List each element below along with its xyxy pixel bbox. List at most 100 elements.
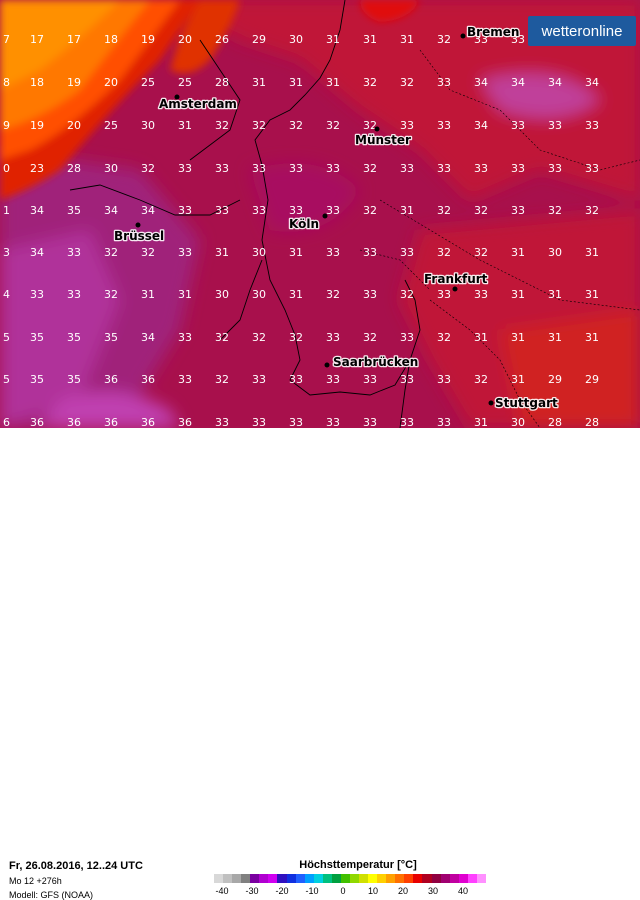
grid-value: 36: [30, 416, 44, 428]
grid-value: 31: [400, 204, 414, 217]
grid-value: 32: [104, 288, 118, 301]
grid-value: 31: [400, 33, 414, 46]
grid-value: 31: [141, 288, 155, 301]
grid-value: 32: [474, 246, 488, 259]
grid-value: 33: [585, 119, 599, 132]
city-dot-bruessel: [135, 222, 141, 228]
legend-tick: 20: [397, 886, 408, 896]
grid-value: 33: [326, 204, 340, 217]
grid-value: 34: [474, 76, 488, 89]
grid-value: 17: [30, 33, 44, 46]
legend-tick: -20: [275, 886, 289, 896]
grid-value: 33: [326, 162, 340, 175]
city-label-halo: Stuttgart: [495, 396, 558, 410]
grid-value: 30: [252, 288, 266, 301]
legend-color-scale: [214, 874, 486, 883]
grid-value: 36: [178, 416, 192, 428]
grid-value: 19: [141, 33, 155, 46]
city-dot-bremen: [460, 33, 466, 39]
grid-value: 36: [104, 416, 118, 428]
grid-value: 33: [178, 373, 192, 386]
grid-value: 25: [104, 119, 118, 132]
grid-value: 32: [252, 331, 266, 344]
grid-value: 33: [437, 76, 451, 89]
grid-value: 34: [474, 119, 488, 132]
city-dot-amsterdam: [174, 94, 180, 100]
grid-value: 33: [363, 288, 377, 301]
grid-value: 20: [67, 119, 81, 132]
grid-value: 33: [400, 162, 414, 175]
city-label-halo: Saarbrücken: [333, 355, 418, 369]
grid-value: 33: [178, 246, 192, 259]
grid-value: 32: [141, 246, 155, 259]
grid-value: 4: [3, 288, 10, 301]
grid-value: 32: [104, 246, 118, 259]
city-label-halo: Frankfurt: [424, 272, 488, 286]
grid-value: 33: [289, 373, 303, 386]
grid-value: 31: [178, 119, 192, 132]
grid-value: 33: [215, 416, 229, 428]
grid-value: 31: [252, 76, 266, 89]
grid-value: 1: [3, 204, 10, 217]
grid-value: 33: [326, 416, 340, 428]
grid-value: 33: [363, 416, 377, 428]
grid-value: 31: [474, 416, 488, 428]
grid-value: 31: [178, 288, 192, 301]
grid-value: 33: [326, 373, 340, 386]
city-label-halo: Amsterdam: [159, 97, 237, 111]
grid-value: 30: [141, 119, 155, 132]
grid-value: 32: [363, 119, 377, 132]
grid-value: 32: [326, 119, 340, 132]
grid-value: 32: [400, 76, 414, 89]
wetteronline-logo[interactable]: wetteronline: [528, 16, 636, 46]
grid-value: 33: [474, 33, 488, 46]
grid-value: 31: [548, 331, 562, 344]
legend-swatch: [232, 874, 242, 883]
legend-swatch: [259, 874, 269, 883]
grid-value: 31: [289, 76, 303, 89]
city-label-saarbruecken: Saarbrücken: [333, 355, 418, 369]
grid-value: 30: [511, 416, 525, 428]
grid-value: 32: [548, 204, 562, 217]
legend-swatch: [250, 874, 260, 883]
grid-value: 26: [215, 33, 229, 46]
city-label-halo: Köln: [289, 217, 319, 231]
grid-value: 34: [104, 204, 118, 217]
grid-value: 33: [326, 331, 340, 344]
city-label-bruessel: Brüssel: [114, 229, 164, 243]
city-label-halo: Münster: [355, 133, 411, 147]
city-dot-muenster: [374, 126, 380, 132]
temperature-shading: [0, 0, 640, 428]
grid-value: 32: [215, 331, 229, 344]
legend-swatch: [449, 874, 459, 883]
legend-swatch: [467, 874, 477, 883]
grid-value: 32: [437, 204, 451, 217]
grid-value: 32: [474, 204, 488, 217]
city-label-bremen: Bremen: [467, 25, 519, 39]
grid-value: 5: [3, 373, 10, 386]
legend-swatch: [440, 874, 450, 883]
grid-value: 20: [178, 33, 192, 46]
grid-value: 33: [511, 204, 525, 217]
grid-value: 18: [30, 76, 44, 89]
grid-value: 32: [363, 76, 377, 89]
grid-value: 33: [437, 373, 451, 386]
legend-swatch: [331, 874, 341, 883]
forecast-datetime: Fr, 26.08.2016, 12..24 UTC: [9, 860, 143, 872]
legend-swatch: [422, 874, 432, 883]
grid-value: 32: [363, 204, 377, 217]
grid-value: 33: [548, 119, 562, 132]
city-dot-saarbruecken: [324, 362, 330, 368]
city-markers: BremenBremenAmsterdamAmsterdamMünsterMün…: [113, 24, 560, 412]
city-label-stuttgart: Stuttgart: [495, 396, 558, 410]
grid-value: 31: [511, 331, 525, 344]
grid-value: 28: [585, 416, 599, 428]
legend-swatch: [395, 874, 405, 883]
grid-value: 34: [585, 76, 599, 89]
legend-swatch: [368, 874, 378, 883]
grid-value: 33: [363, 246, 377, 259]
grid-value: 32: [585, 204, 599, 217]
grid-value: 31: [511, 246, 525, 259]
grid-value: 33: [474, 162, 488, 175]
legend-tick: -40: [215, 886, 229, 896]
